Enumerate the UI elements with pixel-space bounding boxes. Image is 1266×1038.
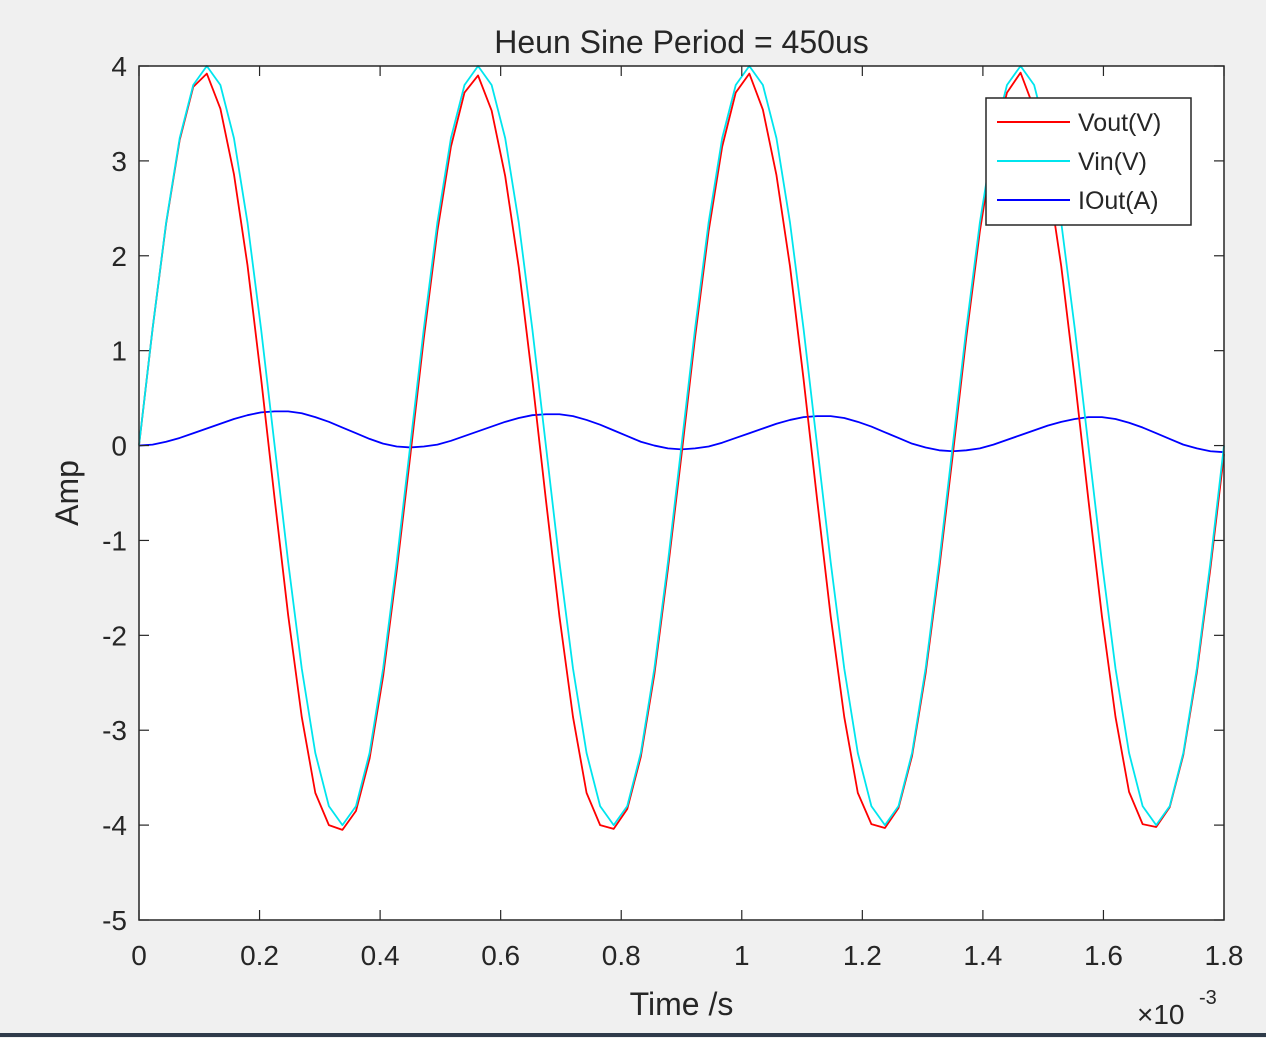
- y-tick-label: 1: [111, 336, 127, 367]
- x-tick-label: 0: [131, 940, 147, 971]
- y-tick-label: 4: [111, 51, 127, 82]
- x-tick-label: 1: [734, 940, 750, 971]
- x-tick-label: 0.8: [602, 940, 641, 971]
- y-tick-label: 0: [111, 431, 127, 462]
- x-exponent-power: -3: [1199, 987, 1217, 1009]
- window-bottom-border: [0, 1033, 1266, 1037]
- ticks-layer: 0 0.2 0.4 0.6 0.8 1 1.2 1.4 1.6 1.8 -5 -4 -3 -2 -1 0 1 2 3…: [102, 51, 1243, 971]
- y-tick-label: -4: [102, 810, 127, 841]
- x-exponent-label: ×10: [1137, 999, 1185, 1030]
- legend-label-iout: IOut(A): [1078, 187, 1159, 215]
- x-tick-label: 1.4: [963, 940, 1002, 971]
- x-axis-label: Time /s: [630, 986, 734, 1022]
- x-tick-label: 1.8: [1205, 940, 1244, 971]
- y-tick-label: 2: [111, 241, 127, 272]
- axes-box: [138, 65, 1225, 921]
- chart-title: Heun Sine Period = 450us: [494, 24, 868, 60]
- legend: Vout(V) Vin(V) IOut(A): [985, 97, 1192, 226]
- x-tick-label: 0.6: [481, 940, 520, 971]
- y-tick-label: -2: [102, 620, 127, 651]
- legend-label-vin: Vin(V): [1078, 148, 1147, 176]
- x-tick-label: 1.2: [843, 940, 882, 971]
- x-tick-label: 1.6: [1084, 940, 1123, 971]
- legend-label-vout: Vout(V): [1078, 109, 1161, 137]
- y-tick-label: -5: [102, 905, 127, 936]
- x-tick-label: 0.2: [240, 940, 279, 971]
- y-tick-label: -3: [102, 715, 127, 746]
- y-axis-label: Amp: [49, 460, 85, 526]
- y-tick-label: -1: [102, 525, 127, 556]
- x-tick-label: 0.4: [361, 940, 400, 971]
- y-tick-label: 3: [111, 146, 127, 177]
